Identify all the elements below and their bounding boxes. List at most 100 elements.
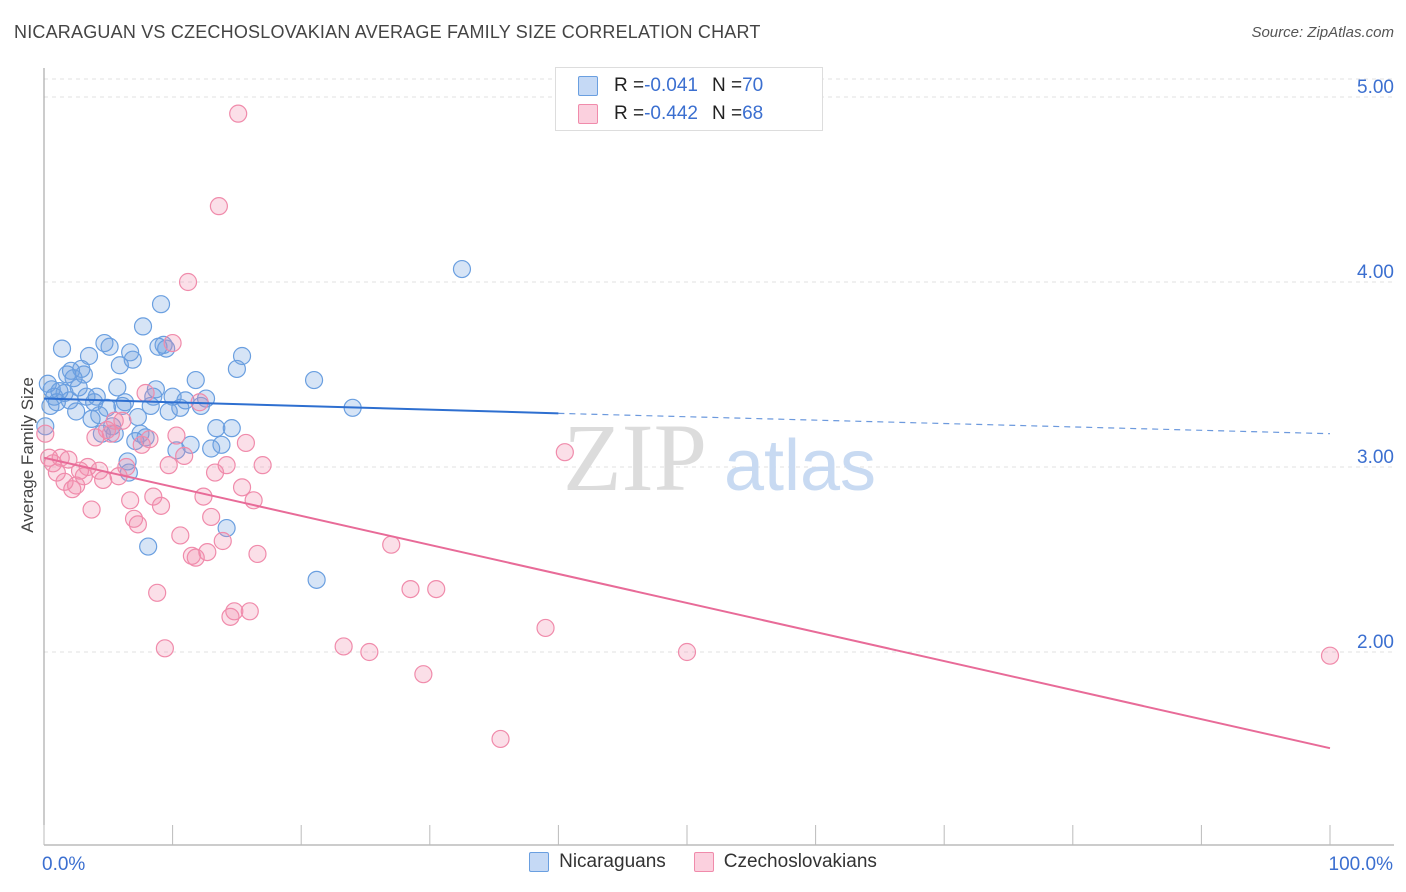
nicaraguan-point: [79, 346, 99, 366]
legend-row-nicaraguans: R = -0.041 N = 70: [578, 72, 763, 100]
series-legend: Nicaraguans Czechoslovakians: [0, 851, 1406, 873]
czechoslovakian-point: [334, 637, 353, 656]
czechoslovakian-point: [144, 487, 163, 506]
nicaraguan-point: [222, 419, 241, 438]
source-label: Source: ZipAtlas.com: [1251, 24, 1394, 41]
nicaraguan-point: [212, 435, 231, 454]
legend-r-value: -0.442: [644, 103, 698, 124]
czechoslovakian-point: [82, 500, 101, 519]
legend-swatch-blue: [529, 852, 550, 872]
nicaraguan-point: [452, 259, 472, 279]
legend-row-czechoslovakians: R = -0.442 N = 68: [578, 100, 763, 128]
watermark-atlas: atlas: [724, 426, 876, 506]
nicaraguan-point: [100, 337, 119, 356]
czechoslovakian-point: [213, 531, 232, 551]
nicaraguan-point: [67, 402, 86, 421]
nicaraguan-point: [186, 370, 205, 390]
legend-r-label: R =: [614, 103, 645, 124]
correlation-legend: R = -0.041 N = 70 R = -0.442 N = 68: [555, 67, 823, 131]
czechoslovakian-point: [128, 515, 147, 534]
nicaraguan-point: [121, 343, 140, 362]
czechoslovakian-point: [94, 470, 113, 490]
czechoslovakian-point: [225, 602, 244, 621]
y-tick-label: 3.00: [1357, 447, 1394, 468]
czechoslovakian-point: [117, 457, 136, 477]
czechoslovakian-point: [171, 526, 190, 545]
legend-swatch-pink: [578, 104, 598, 124]
nicaraguan-point: [36, 417, 55, 436]
trend-lines: [43, 397, 1331, 750]
nicaraguan-point: [232, 346, 252, 366]
czechoslovakian-point: [36, 424, 55, 443]
czechoslovakian-point: [105, 411, 124, 430]
czechoslovakian-point: [148, 583, 167, 602]
czechoslovakian-point: [677, 642, 697, 662]
legend-label: Nicaraguans: [559, 851, 666, 872]
czechoslovakian-point: [175, 446, 194, 465]
czechoslovakian-point: [491, 729, 510, 749]
grid-lines: [44, 78, 1395, 653]
series-czechoslovakians: [36, 104, 1340, 749]
czechoslovakian-point: [360, 642, 379, 662]
legend-swatch-blue: [578, 76, 598, 96]
czechoslovakian-point: [47, 463, 66, 482]
nicaraguan-point: [74, 365, 93, 384]
czechoslovakian-point: [236, 433, 256, 453]
czechoslovakian-point: [186, 548, 205, 567]
czechoslovakian-point: [151, 496, 171, 515]
nicaraguan-point: [64, 369, 83, 388]
czechoslovakian-point: [229, 104, 248, 123]
nicaraguans-trend-line: [43, 397, 559, 415]
legend-label: Czechoslovakians: [723, 851, 877, 872]
x-tick-label: 0.0%: [42, 854, 85, 875]
legend-swatch-pink: [693, 852, 714, 872]
legend-r-value: -0.041: [644, 75, 698, 96]
nicaraguan-point: [151, 295, 171, 314]
czechoslovakians-trend-line: [43, 456, 1331, 750]
czechoslovakian-point: [217, 456, 236, 475]
nicaraguan-point: [52, 339, 72, 358]
legend-item-czechoslovakians: Czechoslovakians: [693, 851, 877, 873]
watermark-zip: ZIP: [563, 404, 707, 511]
czechoslovakian-point: [401, 579, 420, 599]
czechoslovakian-point: [178, 272, 198, 292]
legend-n-value: 70: [742, 75, 764, 96]
czechoslovakian-point: [536, 618, 555, 638]
czechoslovakian-point: [382, 535, 401, 554]
czechoslovakian-point: [232, 478, 252, 497]
chart-title: NICARAGUAN VS CZECHOSLOVAKIAN AVERAGE FA…: [14, 22, 761, 42]
nicaraguan-point: [207, 419, 226, 438]
nicaraguans-trend-extension: [558, 412, 1331, 435]
czechoslovakian-point: [209, 197, 228, 216]
czechoslovakian-point: [248, 544, 267, 564]
nicaraguan-point: [133, 317, 153, 336]
nicaraguan-point: [108, 378, 127, 397]
czechoslovakian-point: [163, 333, 182, 353]
czechoslovakian-point: [194, 487, 213, 506]
czechoslovakian-point: [67, 476, 86, 495]
nicaraguan-point: [123, 350, 142, 369]
czechoslovakian-point: [253, 456, 272, 475]
series-nicaraguans: [36, 259, 472, 589]
tick-labels: 2.00 3.00 4.00 5.00 0.0% 100.0%: [42, 77, 1394, 875]
axes: [43, 68, 1394, 846]
czechoslovakian-point: [414, 665, 433, 684]
x-tick-label: 100.0%: [1329, 854, 1394, 875]
czechoslovakian-point: [240, 602, 259, 621]
nicaraguan-point: [146, 380, 165, 399]
nicaraguan-point: [181, 435, 200, 454]
czechoslovakian-point: [159, 456, 178, 475]
czechoslovakian-point: [167, 426, 186, 445]
legend-item-nicaraguans: Nicaraguans: [529, 851, 666, 873]
czechoslovakian-point: [55, 472, 74, 491]
czechoslovakian-point: [136, 383, 155, 403]
czechoslovakian-point: [113, 411, 132, 430]
y-tick-label: 5.00: [1357, 77, 1394, 98]
legend-r-label: R =: [614, 75, 645, 96]
czechoslovakian-point: [121, 491, 140, 510]
nicaraguan-point: [139, 537, 158, 556]
czechoslovakian-point: [555, 443, 574, 462]
nicaraguan-point: [304, 370, 324, 390]
czechoslovakian-point: [155, 639, 174, 658]
